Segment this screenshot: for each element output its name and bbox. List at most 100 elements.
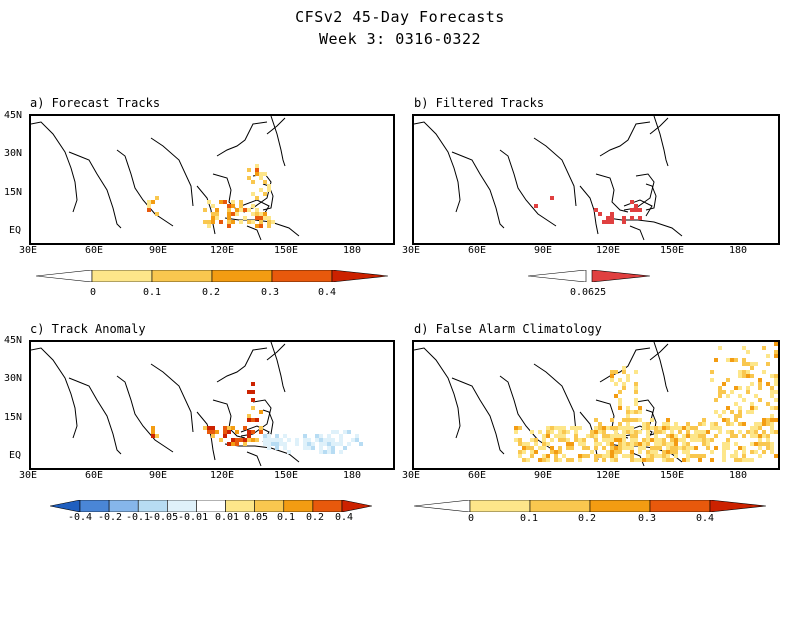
density-cell <box>710 422 714 426</box>
density-cell <box>750 382 754 386</box>
density-cell <box>215 212 219 216</box>
colorbar-swatch <box>91 270 153 282</box>
density-cell <box>670 442 674 446</box>
density-cell <box>766 418 770 422</box>
density-cell <box>590 434 594 438</box>
density-cell <box>654 430 658 434</box>
density-cell <box>774 398 778 402</box>
density-cell <box>670 438 674 442</box>
density-cell <box>203 220 207 224</box>
density-cell <box>235 208 239 212</box>
density-cell <box>618 406 622 410</box>
density-cell <box>734 454 738 458</box>
density-cell <box>726 438 730 442</box>
density-cell <box>610 220 614 224</box>
density-cell <box>315 438 319 442</box>
lat-label: EQ <box>9 450 22 461</box>
density-cell <box>682 434 686 438</box>
density-cell <box>263 172 267 176</box>
density-cell <box>622 418 626 422</box>
density-cell <box>518 454 522 458</box>
coastline-segment <box>212 399 246 439</box>
density-cell <box>702 438 706 442</box>
density-cell <box>279 442 283 446</box>
density-cell <box>582 446 586 450</box>
lon-label: 30E <box>402 470 421 481</box>
density-cell <box>730 434 734 438</box>
density-cell <box>622 438 626 442</box>
density-cell <box>546 434 550 438</box>
density-cell <box>658 442 662 446</box>
density-cell <box>638 450 642 454</box>
density-cell <box>706 438 710 442</box>
lat-label: 15N <box>4 187 23 198</box>
density-cell <box>698 430 702 434</box>
density-cell <box>742 454 746 458</box>
coastline-segment <box>451 377 505 455</box>
density-cell <box>666 454 670 458</box>
density-cell <box>251 180 255 184</box>
density-cell <box>626 446 630 450</box>
density-cell <box>598 454 602 458</box>
density-cell <box>542 434 546 438</box>
density-cell <box>682 458 686 462</box>
coastline-segment <box>266 117 286 135</box>
density-cell <box>610 438 614 442</box>
density-cell <box>630 446 634 450</box>
density-cell <box>770 394 774 398</box>
density-cell <box>646 434 650 438</box>
density-cell <box>275 442 279 446</box>
density-cell <box>750 406 754 410</box>
density-cell <box>666 446 670 450</box>
density-cell <box>650 418 654 422</box>
density-cell <box>774 350 778 354</box>
coastline-segment <box>653 116 669 167</box>
density-cell <box>239 208 243 212</box>
density-cell <box>718 394 722 398</box>
density-cell <box>335 430 339 434</box>
density-cell <box>626 418 630 422</box>
density-cell <box>630 426 634 430</box>
density-cell <box>307 442 311 446</box>
density-cell <box>630 458 634 462</box>
density-cell <box>762 346 766 350</box>
density-cell <box>327 446 331 450</box>
density-cell <box>742 458 746 462</box>
lon-label: 30E <box>19 470 38 481</box>
density-cell <box>251 398 255 402</box>
lon-label: 30E <box>402 245 421 256</box>
density-cell <box>578 426 582 430</box>
colorbar-a-label: 0.1 <box>143 287 162 298</box>
colorbar-c-label: -0.01 <box>178 512 209 523</box>
density-cell <box>770 446 774 450</box>
panel-b-title: b) Filtered Tracks <box>414 96 545 110</box>
coastline-segment <box>649 343 669 361</box>
coastline-segment <box>31 347 78 439</box>
density-cell <box>642 442 646 446</box>
density-cell <box>642 446 646 450</box>
density-cell <box>558 450 562 454</box>
density-cell <box>602 434 606 438</box>
density-cell <box>331 450 335 454</box>
density-cell <box>303 446 307 450</box>
density-cell <box>710 378 714 382</box>
density-cell <box>602 438 606 442</box>
colorbar-swatch <box>589 500 651 512</box>
density-cell <box>670 434 674 438</box>
density-cell <box>750 366 754 370</box>
density-cell <box>562 430 566 434</box>
colorbar-swatch <box>341 500 372 512</box>
density-cell <box>339 450 343 454</box>
lon-label: 90E <box>534 470 553 481</box>
coastline-segment <box>414 121 461 213</box>
density-cell <box>582 438 586 442</box>
density-cell <box>526 446 530 450</box>
density-cell <box>558 446 562 450</box>
density-cell <box>530 430 534 434</box>
density-cell <box>618 390 622 394</box>
colorbar-swatch <box>528 270 587 282</box>
density-cell <box>534 204 538 208</box>
colorbar-c-label: -0.2 <box>98 512 123 523</box>
density-cell <box>207 430 211 434</box>
density-cell <box>343 430 347 434</box>
